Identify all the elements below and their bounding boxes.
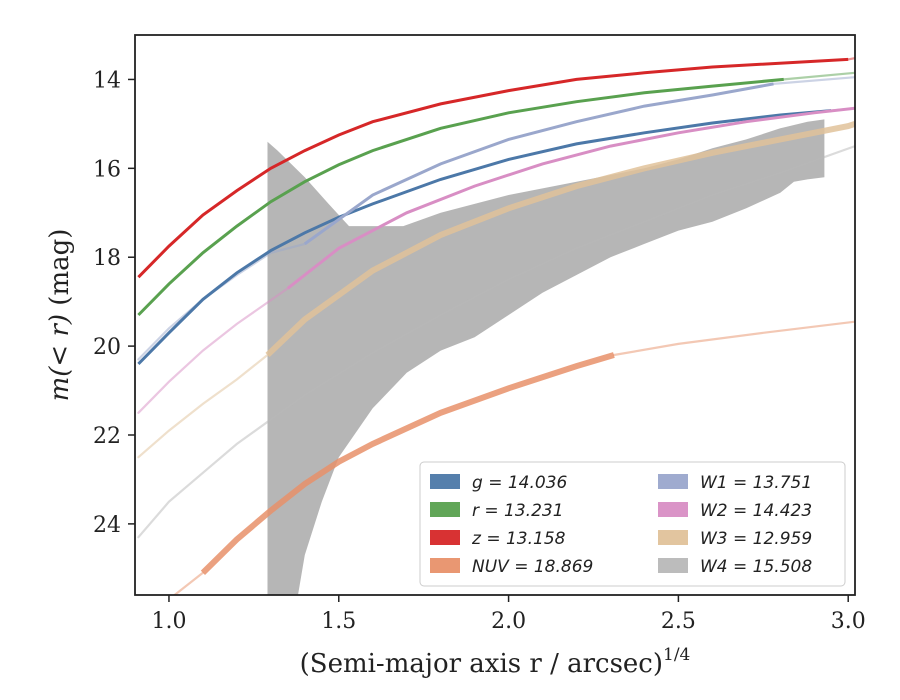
plot-frame [134,34,856,596]
plot-area [137,57,855,595]
legend-swatch-g [430,474,460,489]
legend-swatch-nuv [430,558,460,573]
legend-label-nuv: NUV = 18.869 [472,557,593,577]
y-axis-label-unit: (mag) [45,229,75,314]
series-w1-line [303,82,774,246]
x-tick-label: 2.0 [491,609,526,634]
series-w1-extrapolated-line [772,76,855,85]
legend-swatch-w1 [658,474,688,489]
legend-swatch-w3 [658,530,688,545]
legend-label-w3: W3 = 12.959 [700,529,812,549]
legend-box [419,461,846,587]
series-w4-area [267,119,825,595]
x-tick-label: 1.5 [321,609,356,634]
y-tick-label: 16 [93,157,121,182]
series-g-line [137,109,832,365]
legend-label-w4: W4 = 15.508 [700,557,812,577]
series-w4-extrapolated-line [137,145,855,539]
legend-swatch-w4 [658,558,688,573]
x-axis-label: (Semi-major axis r / arcsec)1/4 [300,645,691,679]
series-r-line [137,77,784,317]
legend: g = 14.036 r = 13.231 z = 13.158 NUV = 18.8… [419,461,846,587]
legend-label-g: g = 14.036 [472,473,568,493]
series-w3-extrapolated-line [137,353,269,459]
x-tick-label: 3.0 [831,609,866,634]
series-r-extrapolated-line [782,71,855,81]
series-nuv-extrapolated-line [612,320,855,357]
legend-label-w2: W2 = 14.423 [700,501,812,521]
legend-swatch-w2 [658,502,688,517]
series-w2-line [286,106,855,290]
series-z-extrapolated-line [847,57,855,61]
series-w2-extrapolated-line [137,287,289,414]
legend-label-r: r = 13.231 [472,501,564,521]
series-z-line [137,57,849,279]
series-nuv-extrapolated-line [172,571,204,595]
y-tick-label: 20 [93,335,121,360]
x-tick-label: 2.5 [661,609,696,634]
series-nuv-line [200,352,615,575]
series-w3-line [265,121,855,358]
y-tick-label: 14 [93,68,121,93]
y-axis-label: m(< r) (mag) [45,229,75,402]
y-tick-label: 18 [93,246,121,271]
y-tick-label: 24 [93,513,121,538]
legend-swatch-r [430,502,460,517]
y-tick-label: 22 [93,424,121,449]
x-axis: 1.0 1.5 2.0 2.5 3.0 [151,595,866,634]
legend-label-w1: W1 = 13.751 [700,473,812,493]
y-axis: 14 16 18 20 22 24 [93,68,135,538]
x-axis-label-text: (Semi-major axis r / arcsec) [300,649,663,679]
x-axis-label-exponent: 1/4 [663,645,690,665]
legend-swatch-z [430,530,460,545]
x-tick-label: 1.0 [151,609,186,634]
y-axis-label-symbol: m(< r) [45,314,75,401]
legend-label-z: z = 13.158 [471,529,566,549]
